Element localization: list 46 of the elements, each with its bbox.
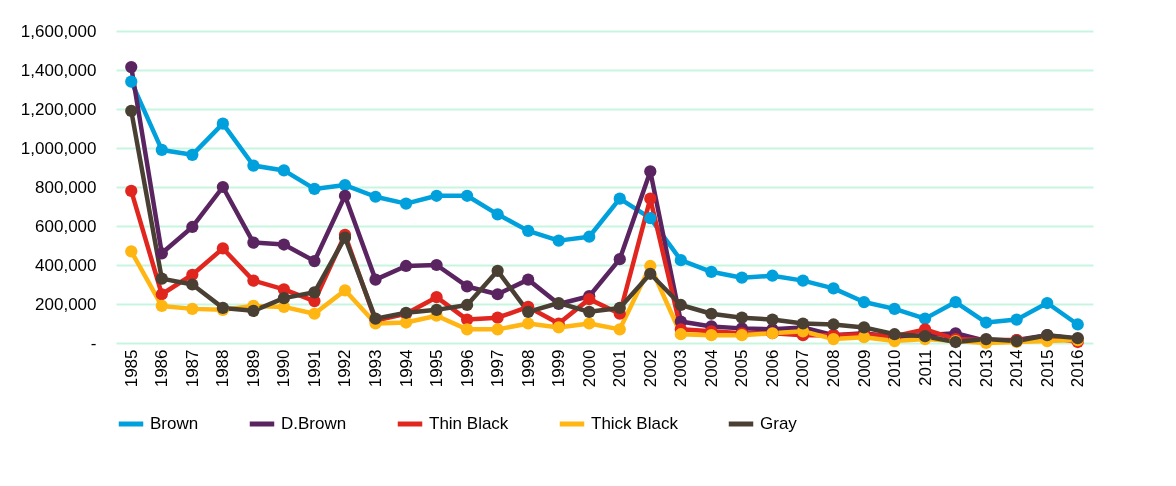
x-tick-label: 1996 xyxy=(457,349,477,388)
legend-label: Brown xyxy=(150,414,199,433)
x-tick-label: 2008 xyxy=(823,349,843,388)
x-tick-label: 2009 xyxy=(854,349,874,388)
x-tick-label: 1985 xyxy=(121,349,141,388)
x-tick-label: 2013 xyxy=(976,349,996,388)
x-tick-label: 1991 xyxy=(304,349,324,388)
legend-label: Thin Black xyxy=(429,414,509,433)
y-tick-label: 1,400,000 xyxy=(20,60,97,80)
x-tick-label: 2012 xyxy=(946,349,966,388)
x-tick-label: 1987 xyxy=(182,349,202,388)
y-tick-label: 1,000,000 xyxy=(20,138,97,158)
x-tick-label: 1998 xyxy=(518,349,538,388)
x-tick-label: 2015 xyxy=(1037,349,1057,388)
x-tick-label: 1994 xyxy=(396,349,416,388)
y-tick-label: 1,600,000 xyxy=(20,21,97,41)
y-tick-label: 600,000 xyxy=(35,216,97,236)
x-tick-label: 1999 xyxy=(549,349,569,388)
x-tick-label: 2007 xyxy=(793,349,813,388)
y-tick-label: - xyxy=(90,333,97,353)
x-tick-label: 2000 xyxy=(579,349,599,388)
x-tick-label: 1990 xyxy=(274,349,294,388)
y-tick-label: 400,000 xyxy=(35,255,97,275)
x-tick-label: 1995 xyxy=(427,349,447,388)
x-tick-label: 2016 xyxy=(1068,349,1088,388)
y-tick-label: 1,200,000 xyxy=(20,99,97,119)
y-tick-label: 200,000 xyxy=(35,294,97,314)
x-tick-label: 1993 xyxy=(366,349,386,388)
x-tick-label: 2005 xyxy=(732,349,752,388)
x-tick-label: 1992 xyxy=(335,349,355,388)
x-tick-label: 2003 xyxy=(671,349,691,388)
x-tick-label: 1989 xyxy=(243,349,263,388)
x-tick-label: 2002 xyxy=(640,349,660,388)
x-tick-label: 2004 xyxy=(701,349,721,388)
x-tick-label: 2001 xyxy=(610,349,630,388)
x-tick-label: 1988 xyxy=(213,349,233,388)
x-tick-label: 2011 xyxy=(915,349,935,387)
x-tick-label: 2010 xyxy=(885,349,905,388)
legend-label: Gray xyxy=(760,414,798,433)
y-tick-label: 800,000 xyxy=(35,177,97,197)
x-tick-label: 2006 xyxy=(762,349,782,388)
x-tick-label: 1986 xyxy=(152,349,172,388)
x-tick-label: 2014 xyxy=(1007,349,1027,388)
x-tick-label: 1997 xyxy=(488,349,508,388)
legend-label: D.Brown xyxy=(281,414,347,433)
legend-label: Thick Black xyxy=(591,414,679,433)
